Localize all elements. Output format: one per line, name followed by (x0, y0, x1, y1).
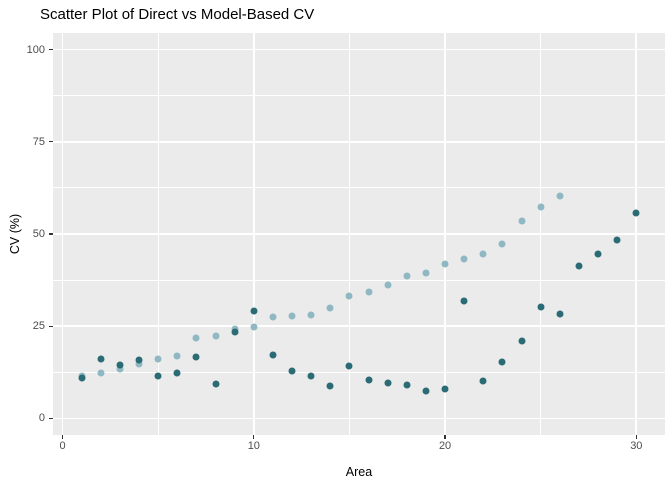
x-tick-label: 10 (247, 440, 260, 452)
data-point-model-based-cv (537, 203, 545, 211)
x-tick-label: 30 (630, 440, 643, 452)
major-gridline-y (53, 417, 665, 420)
y-tick-mark (49, 233, 53, 235)
x-tick-label: 20 (438, 440, 452, 452)
data-point-direct-cv (269, 351, 277, 359)
minor-gridline-y (53, 187, 665, 189)
x-tick-label: 0 (59, 440, 66, 452)
data-point-model-based-cv (135, 360, 143, 368)
major-gridline-y (53, 233, 665, 235)
data-point-model-based-cv (269, 313, 277, 321)
data-point-direct-cv (78, 374, 86, 382)
major-gridline-x (635, 33, 638, 435)
plot-panel (53, 33, 665, 435)
y-tick-label: 100 (26, 43, 45, 56)
data-point-direct-cv (537, 303, 545, 311)
data-point-direct-cv (326, 382, 334, 390)
data-point-direct-cv (594, 250, 602, 258)
y-tick-mark (49, 141, 53, 143)
chart-title: Scatter Plot of Direct vs Model-Based CV (40, 6, 315, 23)
data-point-direct-cv (498, 358, 506, 366)
data-point-model-based-cv (192, 334, 200, 342)
minor-gridline-y (53, 371, 665, 373)
data-point-model-based-cv (307, 311, 315, 319)
data-point-model-based-cv (345, 292, 353, 300)
data-point-direct-cv (288, 367, 296, 375)
data-point-model-based-cv (479, 250, 487, 258)
data-point-direct-cv (212, 380, 220, 388)
data-point-direct-cv (479, 377, 487, 385)
y-tick-label: 75 (32, 135, 45, 148)
data-point-model-based-cv (97, 369, 105, 377)
data-point-model-based-cv (441, 260, 449, 268)
data-point-model-based-cv (326, 304, 334, 312)
data-point-direct-cv (307, 372, 315, 380)
data-point-model-based-cv (460, 255, 468, 263)
data-point-direct-cv (460, 297, 468, 305)
data-point-model-based-cv (154, 355, 162, 363)
major-gridline-x (61, 33, 64, 435)
data-point-direct-cv (173, 369, 181, 377)
major-gridline-x (444, 33, 446, 435)
data-point-model-based-cv (556, 192, 564, 200)
data-point-direct-cv (192, 353, 200, 361)
data-point-direct-cv (613, 236, 621, 244)
data-point-model-based-cv (365, 288, 373, 296)
minor-gridline-y (53, 95, 665, 97)
data-point-model-based-cv (403, 272, 411, 280)
y-tick-label: 0 (38, 412, 45, 425)
minor-gridline-y (53, 279, 665, 281)
data-point-model-based-cv (250, 323, 258, 331)
x-tick-mark (61, 435, 64, 439)
data-point-model-based-cv (212, 332, 220, 340)
y-tick-mark (49, 417, 53, 419)
data-point-direct-cv (135, 356, 143, 364)
data-point-direct-cv (575, 262, 583, 270)
x-axis-title: Area (345, 465, 373, 479)
y-tick-label: 50 (32, 228, 45, 240)
data-point-direct-cv (556, 310, 564, 318)
data-point-direct-cv (518, 337, 526, 345)
y-tick-mark (49, 325, 53, 327)
data-point-direct-cv (250, 307, 258, 315)
major-gridline-x (252, 33, 255, 435)
data-point-direct-cv (231, 328, 239, 336)
major-gridline-y (53, 140, 665, 143)
data-point-model-based-cv (518, 217, 526, 225)
data-point-direct-cv (403, 381, 411, 389)
data-point-direct-cv (422, 387, 430, 395)
data-point-model-based-cv (422, 269, 430, 277)
data-point-model-based-cv (116, 365, 124, 373)
data-point-direct-cv (116, 361, 124, 369)
data-point-direct-cv (632, 209, 640, 217)
data-point-model-based-cv (498, 240, 506, 248)
data-point-direct-cv (154, 372, 162, 380)
data-point-direct-cv (345, 362, 353, 370)
data-point-direct-cv (384, 379, 392, 387)
x-tick-mark (444, 435, 446, 439)
x-tick-mark (635, 435, 637, 439)
data-point-direct-cv (97, 355, 105, 363)
x-tick-mark (253, 435, 255, 439)
major-gridline-y (53, 325, 665, 328)
major-gridline-y (53, 48, 665, 51)
y-tick-mark (49, 48, 53, 51)
data-point-model-based-cv (173, 352, 181, 360)
data-point-direct-cv (441, 385, 449, 393)
y-tick-label: 25 (32, 320, 45, 333)
data-point-model-based-cv (384, 281, 392, 289)
data-point-model-based-cv (288, 312, 296, 319)
data-point-direct-cv (365, 376, 373, 384)
